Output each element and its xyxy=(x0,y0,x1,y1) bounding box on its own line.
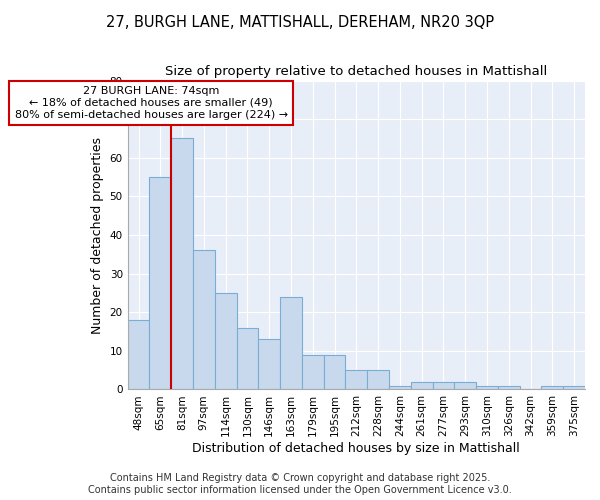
Bar xyxy=(215,293,236,390)
Bar xyxy=(433,382,454,390)
Bar xyxy=(171,138,193,390)
Bar xyxy=(498,386,520,390)
Bar xyxy=(389,386,411,390)
Bar xyxy=(280,297,302,390)
Bar xyxy=(541,386,563,390)
Bar xyxy=(236,328,259,390)
Bar xyxy=(193,250,215,390)
Bar xyxy=(367,370,389,390)
Bar xyxy=(323,354,346,390)
Bar xyxy=(346,370,367,390)
Bar xyxy=(563,386,585,390)
Text: 27 BURGH LANE: 74sqm
← 18% of detached houses are smaller (49)
80% of semi-detac: 27 BURGH LANE: 74sqm ← 18% of detached h… xyxy=(14,86,288,120)
Bar xyxy=(454,382,476,390)
X-axis label: Distribution of detached houses by size in Mattishall: Distribution of detached houses by size … xyxy=(193,442,520,455)
Text: Contains HM Land Registry data © Crown copyright and database right 2025.
Contai: Contains HM Land Registry data © Crown c… xyxy=(88,474,512,495)
Y-axis label: Number of detached properties: Number of detached properties xyxy=(91,136,104,334)
Title: Size of property relative to detached houses in Mattishall: Size of property relative to detached ho… xyxy=(165,65,547,78)
Bar xyxy=(149,177,171,390)
Bar xyxy=(302,354,323,390)
Bar xyxy=(411,382,433,390)
Bar xyxy=(476,386,498,390)
Text: 27, BURGH LANE, MATTISHALL, DEREHAM, NR20 3QP: 27, BURGH LANE, MATTISHALL, DEREHAM, NR2… xyxy=(106,15,494,30)
Bar xyxy=(128,320,149,390)
Bar xyxy=(259,340,280,390)
